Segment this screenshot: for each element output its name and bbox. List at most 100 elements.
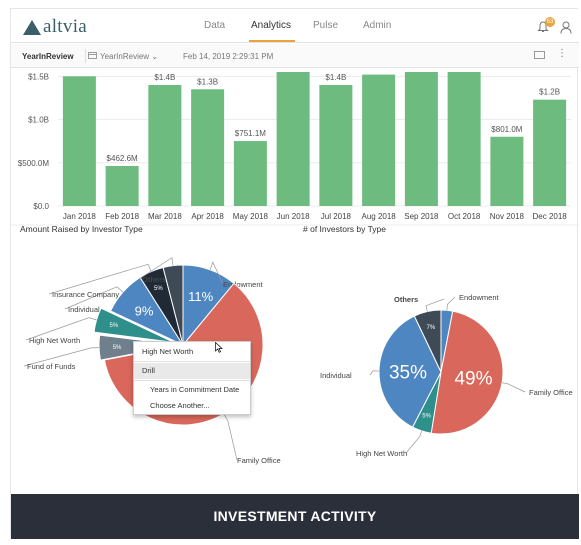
dashboard-toolbar: YearInReview YearInReview ⌄ Feb 14, 2019… (11, 44, 579, 68)
tab-pulse[interactable]: Pulse (313, 20, 339, 31)
x-tick-label: Feb 2018 (105, 212, 139, 221)
x-tick-label: Apr 2018 (191, 212, 224, 221)
pie-legend-label: Others (142, 275, 166, 284)
leader-line (209, 261, 224, 285)
x-tick-label: Nov 2018 (490, 212, 525, 221)
tab-data[interactable]: Data (204, 20, 226, 31)
investors-by-type-pie-chart: Endowment 49% Family Office 5% High Net Wort… (320, 293, 573, 458)
bar-data-label: $1.3B (197, 77, 218, 86)
section-banner-title: INVESTMENT ACTIVITY (213, 508, 377, 524)
y-tick-label: $500.0M (18, 159, 49, 168)
bar-oct-2018[interactable] (447, 72, 481, 206)
dashboard-selector[interactable]: YearInReview ⌄ (100, 52, 158, 61)
pie-slice-family-office[interactable] (430, 310, 504, 435)
leader-line (446, 296, 456, 311)
leader-line (501, 382, 526, 393)
active-tab-indicator (249, 40, 295, 42)
bar-dec-2018[interactable] (533, 99, 567, 206)
x-tick-label: Dec 2018 (533, 212, 568, 221)
y-tick-label: $1.5B (28, 72, 49, 81)
top-nav: altvia Data Analytics Pulse Admin 63 (11, 9, 579, 43)
bar-aug-2018[interactable] (362, 74, 396, 206)
x-tick-label: Jun 2018 (277, 212, 310, 221)
bar-jun-2018[interactable] (276, 72, 310, 206)
notification-badge: 63 (545, 17, 555, 27)
pie-legend-label: High Net Worth (356, 449, 407, 458)
bar-nov-2018[interactable] (490, 136, 524, 206)
pie-slice-percent: 7% (427, 325, 436, 331)
tab-analytics[interactable]: Analytics (251, 20, 292, 31)
toolbar-divider (85, 49, 86, 63)
pie-title-investors: # of Investors by Type (303, 224, 386, 234)
layout-grid-icon[interactable] (534, 51, 545, 59)
user-icon[interactable] (560, 21, 572, 34)
mouse-cursor-icon (215, 342, 223, 353)
logo-text: altvia (43, 16, 88, 37)
leader-line (369, 370, 380, 376)
pie-slice-percent: 35% (389, 362, 427, 383)
x-tick-label: Aug 2018 (361, 212, 396, 221)
y-tick-label: $1.0B (28, 116, 49, 125)
monthly-amount-bar-chart: $0.0 $500.0M $1.0B $1.5B Jan 2018 $462.6M Feb … (11, 72, 579, 226)
bar-may-2018[interactable] (233, 141, 267, 206)
pie-slice-others[interactable] (162, 264, 184, 346)
slice-context-menu: High Net Worth Drill Years in Commitment… (133, 341, 251, 415)
pie-slice-percent: 5% (113, 345, 122, 351)
y-tick-label: $0.0 (33, 202, 49, 211)
pie-slice-percent: 11% (188, 289, 213, 304)
context-menu-years-in-commitment[interactable]: Years in Commitment Date (150, 385, 240, 394)
pie-legend-label: Family Office (237, 456, 281, 465)
pie-slice-percent: 49% (454, 369, 492, 390)
bar-data-label: $1.4B (325, 73, 346, 82)
logo-triangle-icon (23, 19, 41, 35)
tab-admin[interactable]: Admin (363, 20, 392, 31)
leader-line (64, 286, 124, 310)
pie-legend-label: High Net Worth (29, 336, 80, 345)
bar-jul-2018[interactable] (319, 84, 353, 206)
leader-line (25, 317, 97, 341)
leader-line (23, 347, 100, 367)
context-menu-header: High Net Worth (142, 347, 194, 356)
pie-legend-label: Individual (320, 371, 352, 380)
chevron-down-icon: ⌄ (151, 52, 159, 61)
bar-sep-2018[interactable] (404, 72, 438, 206)
bar-data-label: $462.6M (107, 154, 138, 163)
logo[interactable]: altvia (23, 16, 87, 38)
bar-data-label: $751.1M (235, 129, 266, 138)
context-menu-drill[interactable]: Drill (134, 363, 250, 379)
dashboard-frame: altvia Data Analytics Pulse Admin 63 Yea… (10, 8, 579, 539)
pie-slice-group (162, 264, 184, 346)
context-menu-divider (134, 361, 250, 362)
pie-slice-others[interactable] (413, 309, 442, 373)
bar-apr-2018[interactable] (191, 89, 225, 206)
leader-line (138, 257, 174, 280)
pie-slice-percent: 9% (135, 304, 154, 319)
bar-mar-2018[interactable] (148, 84, 182, 206)
x-tick-label: Jan 2018 (63, 212, 96, 221)
dashboard-icon (88, 52, 97, 59)
pie-legend-label: Insurance Company (52, 290, 119, 299)
pie-slice-individual[interactable] (378, 315, 442, 428)
pie-legend-label: Individual (68, 305, 100, 314)
bar-data-label: $1.2B (539, 88, 560, 97)
x-tick-label: Mar 2018 (148, 212, 182, 221)
bar-feb-2018[interactable] (105, 166, 139, 206)
pie-legend-label: Endowment (223, 280, 264, 289)
bar-data-label: $1.4B (154, 73, 175, 82)
refresh-timestamp: Feb 14, 2019 2:29:31 PM (183, 52, 274, 61)
pie-legend-label: Others (394, 295, 418, 304)
leader-line (405, 430, 422, 454)
bar-jan-2018[interactable] (62, 76, 96, 207)
more-options-icon[interactable]: ⋮ (557, 48, 567, 59)
leader-line (223, 413, 238, 461)
x-tick-label: Jul 2018 (321, 212, 352, 221)
dashboard-selector-label: YearInReview (100, 52, 150, 61)
pie-legend-label: Family Office (529, 388, 573, 397)
pie-legend-label: Endowment (459, 293, 500, 302)
pie-slice-percent: 5% (154, 286, 163, 292)
leader-line (48, 263, 152, 295)
context-menu-choose-another[interactable]: Choose Another... (150, 401, 210, 410)
bar-data-label: $801.0M (491, 125, 522, 134)
dashboard-name: YearInReview (22, 52, 74, 61)
section-banner (11, 494, 579, 539)
